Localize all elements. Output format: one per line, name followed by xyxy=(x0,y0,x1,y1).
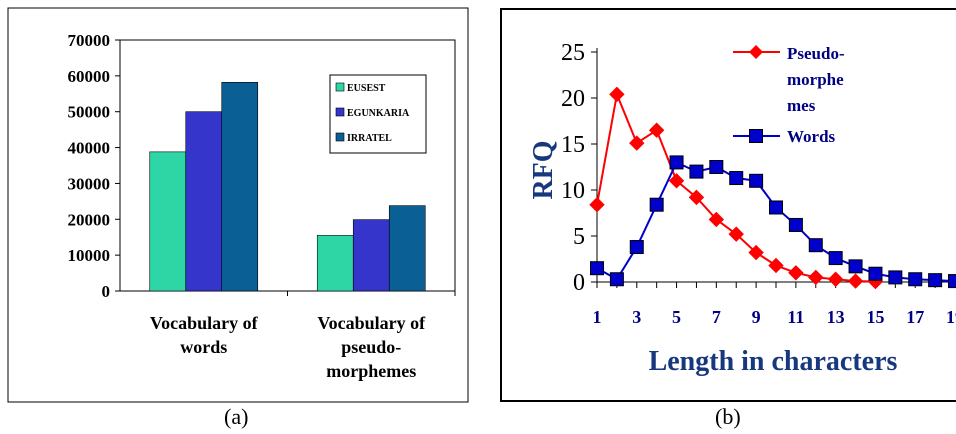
point-words xyxy=(729,171,744,186)
point-words xyxy=(649,197,664,212)
legend-swatch-eusest xyxy=(335,82,345,92)
y-tick-label: 20 xyxy=(561,86,585,112)
legend-swatch-egunkaria xyxy=(335,107,345,117)
x-category-label: morphemes xyxy=(326,361,416,381)
chart-b: 0510152025135791113151719Length in chara… xyxy=(500,8,956,402)
point-words xyxy=(928,273,943,288)
point-pseudo-morphemes xyxy=(768,257,784,274)
point-words xyxy=(769,200,783,215)
bar-irratel-0 xyxy=(221,82,259,292)
y-axis-label: RFQ xyxy=(528,140,559,199)
legend-label: IRRATEL xyxy=(347,133,392,144)
y-tick-label: 70000 xyxy=(68,31,111,50)
point-words xyxy=(629,240,644,255)
chart-a: 0 10000 20000 30000 40000 50000 60000 70000 Voca… xyxy=(7,7,469,403)
point-pseudo-morphemes xyxy=(629,135,645,151)
chart-b-frame xyxy=(500,8,956,402)
point-words xyxy=(808,238,823,253)
legend-label: Words xyxy=(787,127,836,146)
legend-label: EGUNKARIA xyxy=(347,108,410,119)
point-pseudo-morphemes xyxy=(589,197,605,213)
y-tick-label: 25 xyxy=(561,40,585,66)
x-category-label: words xyxy=(180,337,227,357)
point-words xyxy=(669,155,684,170)
bar-egunkaria-0 xyxy=(185,111,223,292)
point-words xyxy=(868,266,883,281)
legend-marker-pseudo-morphemes xyxy=(749,45,763,59)
point-words xyxy=(848,259,863,274)
point-words xyxy=(908,272,923,287)
y-tick-label: 40000 xyxy=(68,139,111,158)
point-pseudo-morphemes xyxy=(688,189,705,206)
point-words xyxy=(749,173,764,188)
point-words xyxy=(689,164,704,179)
x-tick-label: 5 xyxy=(672,307,681,327)
y-tick-label: 15 xyxy=(561,132,585,158)
point-pseudo-morphemes xyxy=(808,269,824,286)
point-words xyxy=(828,251,843,266)
y-tick-label: 10000 xyxy=(68,246,111,265)
point-pseudo-morphemes xyxy=(668,173,685,189)
point-words xyxy=(888,270,903,285)
y-tick-label: 30000 xyxy=(68,174,111,193)
point-words xyxy=(609,272,624,287)
y-tick-label: 0 xyxy=(102,282,111,301)
point-words xyxy=(788,217,803,232)
x-tick-label: 11 xyxy=(787,307,804,327)
point-pseudo-morphemes xyxy=(748,244,764,261)
point-pseudo-morphemes xyxy=(728,226,744,242)
point-pseudo-morphemes xyxy=(847,273,864,289)
y-tick-label: 10 xyxy=(561,178,585,204)
legend-label: Pseudo- xyxy=(787,44,845,63)
bar-eusest-1 xyxy=(316,235,354,292)
x-tick-label: 3 xyxy=(632,307,641,327)
x-category-label: Vocabulary of xyxy=(317,313,426,333)
x-tick-label: 17 xyxy=(906,307,924,327)
legend-label: morphe xyxy=(787,70,844,89)
point-pseudo-morphemes xyxy=(788,265,804,281)
point-pseudo-morphemes xyxy=(827,271,844,287)
x-tick-label: 19 xyxy=(946,307,956,327)
point-pseudo-morphemes xyxy=(648,122,665,138)
legend-label: EUSEST xyxy=(347,83,386,94)
y-tick-label: 0 xyxy=(573,270,585,296)
y-tick-label: 5 xyxy=(573,224,585,250)
point-words xyxy=(709,160,724,174)
bar-eusest-0 xyxy=(149,151,187,292)
x-tick-label: 15 xyxy=(866,307,884,327)
legend-a xyxy=(329,74,427,154)
legend-swatch-irratel xyxy=(335,132,345,142)
x-axis-label: Length in characters xyxy=(649,346,898,377)
x-category-label: pseudo- xyxy=(341,337,401,357)
y-tick-label: 50000 xyxy=(68,103,111,122)
y-tick-label: 60000 xyxy=(68,67,111,86)
legend-label: mes xyxy=(787,96,816,115)
x-tick-label: 9 xyxy=(752,307,761,327)
point-words xyxy=(948,274,956,289)
caption-a: (a) xyxy=(224,404,249,429)
legend-marker-words xyxy=(749,129,763,143)
x-tick-label: 13 xyxy=(827,307,845,327)
y-tick-label: 20000 xyxy=(68,210,111,229)
x-tick-label: 1 xyxy=(593,307,602,327)
x-category-label: Vocabulary of xyxy=(150,313,259,333)
point-pseudo-morphemes xyxy=(609,86,625,103)
caption-b: (b) xyxy=(715,404,741,429)
x-tick-label: 7 xyxy=(712,307,721,327)
bar-irratel-1 xyxy=(388,205,426,292)
point-pseudo-morphemes xyxy=(708,211,725,228)
point-words xyxy=(590,261,604,276)
bar-egunkaria-1 xyxy=(352,219,390,292)
